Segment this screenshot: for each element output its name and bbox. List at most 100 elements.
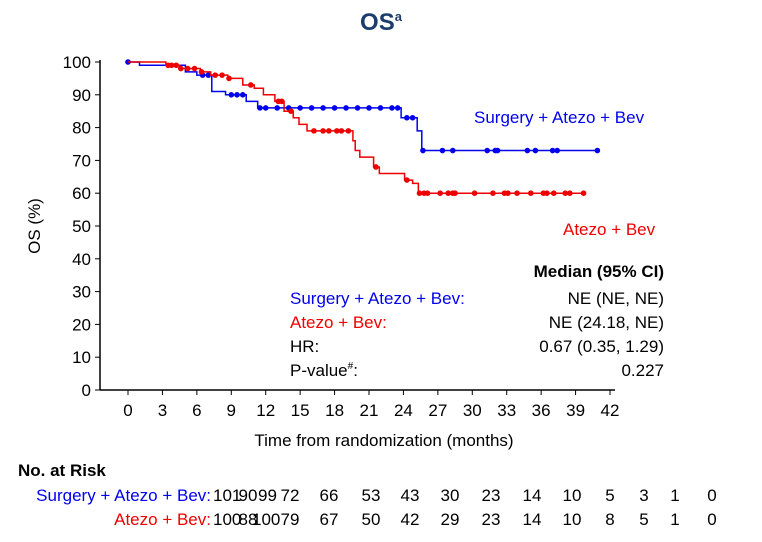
censor-mark-1 bbox=[345, 128, 352, 134]
censor-mark-0 bbox=[234, 92, 240, 98]
risk-value: 1 bbox=[670, 486, 679, 505]
y-tick-label: 80 bbox=[72, 119, 91, 138]
censor-mark-0 bbox=[420, 147, 426, 154]
risk-value: 101 bbox=[213, 486, 241, 505]
y-tick-label: 0 bbox=[82, 381, 91, 400]
censor-mark-1 bbox=[168, 62, 175, 69]
censor-mark-0 bbox=[389, 105, 395, 111]
risk-value: 88 bbox=[239, 510, 258, 529]
censor-mark-0 bbox=[404, 114, 410, 121]
km-curve-1 bbox=[128, 61, 584, 194]
censor-mark-1 bbox=[326, 128, 332, 134]
risk-value: 8 bbox=[605, 510, 614, 529]
y-tick-label: 100 bbox=[63, 53, 91, 72]
censor-mark-1 bbox=[514, 190, 520, 196]
censor-mark-1 bbox=[320, 128, 326, 134]
y-tick-label: 70 bbox=[72, 151, 91, 170]
censor-mark-0 bbox=[484, 147, 491, 154]
censor-mark-1 bbox=[404, 177, 410, 183]
censor-mark-0 bbox=[343, 105, 349, 111]
censor-mark-0 bbox=[331, 105, 338, 111]
censor-mark-1 bbox=[471, 190, 478, 196]
risk-value: 67 bbox=[320, 510, 339, 529]
censor-mark-0 bbox=[228, 92, 235, 98]
censor-mark-1 bbox=[212, 72, 219, 78]
risk-value: 66 bbox=[320, 486, 339, 505]
y-tick-label: 10 bbox=[72, 348, 91, 367]
censor-mark-0 bbox=[239, 92, 246, 98]
stats-value: 0.67 (0.35, 1.29) bbox=[539, 337, 664, 356]
censor-mark-0 bbox=[394, 105, 401, 111]
stats-value: NE (NE, NE) bbox=[568, 289, 664, 308]
x-tick-label: 42 bbox=[601, 401, 620, 420]
censor-mark-0 bbox=[594, 147, 601, 154]
risk-value: 0 bbox=[707, 510, 716, 529]
censor-mark-0 bbox=[532, 147, 539, 154]
censor-mark-1 bbox=[544, 190, 550, 196]
y-tick-label: 60 bbox=[72, 184, 91, 203]
stats-label: P-value#: bbox=[290, 361, 358, 380]
risk-value: 23 bbox=[482, 510, 501, 529]
risk-value: 5 bbox=[605, 486, 614, 505]
stats-label: HR: bbox=[290, 337, 319, 356]
x-tick-label: 33 bbox=[497, 401, 516, 420]
risk-value: 72 bbox=[281, 486, 300, 505]
x-tick-label: 39 bbox=[566, 401, 585, 420]
stats-value: NE (24.18, NE) bbox=[549, 313, 664, 332]
censor-mark-0 bbox=[297, 105, 303, 111]
censor-mark-0 bbox=[494, 147, 501, 154]
censor-mark-0 bbox=[262, 105, 269, 111]
risk-table-title: No. at Risk bbox=[18, 461, 106, 480]
censor-mark-1 bbox=[528, 190, 534, 196]
x-axis-label: Time from randomization (months) bbox=[254, 431, 513, 450]
x-tick-label: 36 bbox=[532, 401, 551, 420]
risk-value: 3 bbox=[639, 486, 648, 505]
censor-mark-0 bbox=[439, 147, 446, 154]
censor-mark-0 bbox=[354, 105, 361, 111]
risk-value: 50 bbox=[362, 510, 381, 529]
censor-mark-1 bbox=[580, 190, 587, 196]
censor-mark-1 bbox=[184, 65, 191, 72]
censor-mark-1 bbox=[490, 190, 496, 196]
risk-value: 0 bbox=[707, 486, 716, 505]
y-tick-label: 40 bbox=[72, 250, 91, 269]
censor-mark-0 bbox=[257, 105, 263, 111]
censor-mark-0 bbox=[366, 105, 372, 111]
censor-mark-1 bbox=[198, 69, 205, 75]
censor-mark-1 bbox=[562, 190, 569, 196]
risk-row-label: Atezo + Bev: bbox=[114, 510, 211, 529]
stats-value: 0.227 bbox=[621, 361, 664, 380]
censor-mark-1 bbox=[550, 190, 557, 196]
censor-mark-1 bbox=[247, 82, 254, 88]
censor-mark-1 bbox=[567, 190, 573, 196]
km-curve-0 bbox=[128, 61, 598, 152]
censor-mark-0 bbox=[549, 147, 556, 154]
y-tick-label: 20 bbox=[72, 315, 91, 334]
risk-value: 29 bbox=[441, 510, 460, 529]
censor-mark-1 bbox=[505, 190, 511, 196]
risk-value: 100 bbox=[252, 510, 280, 529]
y-axis-label: OS (%) bbox=[25, 198, 44, 254]
risk-value: 10 bbox=[563, 486, 582, 505]
censor-mark-1 bbox=[219, 72, 225, 78]
censor-mark-0 bbox=[205, 72, 212, 78]
x-tick-label: 24 bbox=[394, 401, 413, 420]
risk-value: 53 bbox=[362, 486, 381, 505]
x-tick-label: 27 bbox=[428, 401, 447, 420]
series-label-surgery: Surgery + Atezo + Bev bbox=[474, 108, 645, 127]
risk-value: 99 bbox=[258, 486, 277, 505]
censor-mark-1 bbox=[288, 108, 294, 114]
censor-mark-1 bbox=[338, 128, 345, 134]
x-tick-label: 9 bbox=[227, 401, 236, 420]
risk-value: 90 bbox=[239, 486, 258, 505]
stats-header: Median (95% CI) bbox=[534, 262, 664, 281]
risk-row-label: Surgery + Atezo + Bev: bbox=[36, 486, 211, 505]
risk-value: 10 bbox=[563, 510, 582, 529]
x-tick-label: 30 bbox=[463, 401, 482, 420]
censor-mark-1 bbox=[416, 190, 423, 196]
risk-value: 14 bbox=[523, 510, 542, 529]
censor-mark-0 bbox=[524, 147, 531, 154]
chart-title: OSa bbox=[360, 9, 403, 36]
